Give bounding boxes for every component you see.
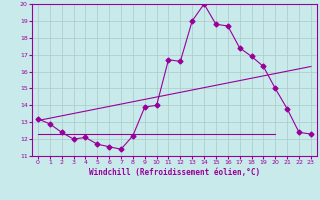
X-axis label: Windchill (Refroidissement éolien,°C): Windchill (Refroidissement éolien,°C) xyxy=(89,168,260,177)
